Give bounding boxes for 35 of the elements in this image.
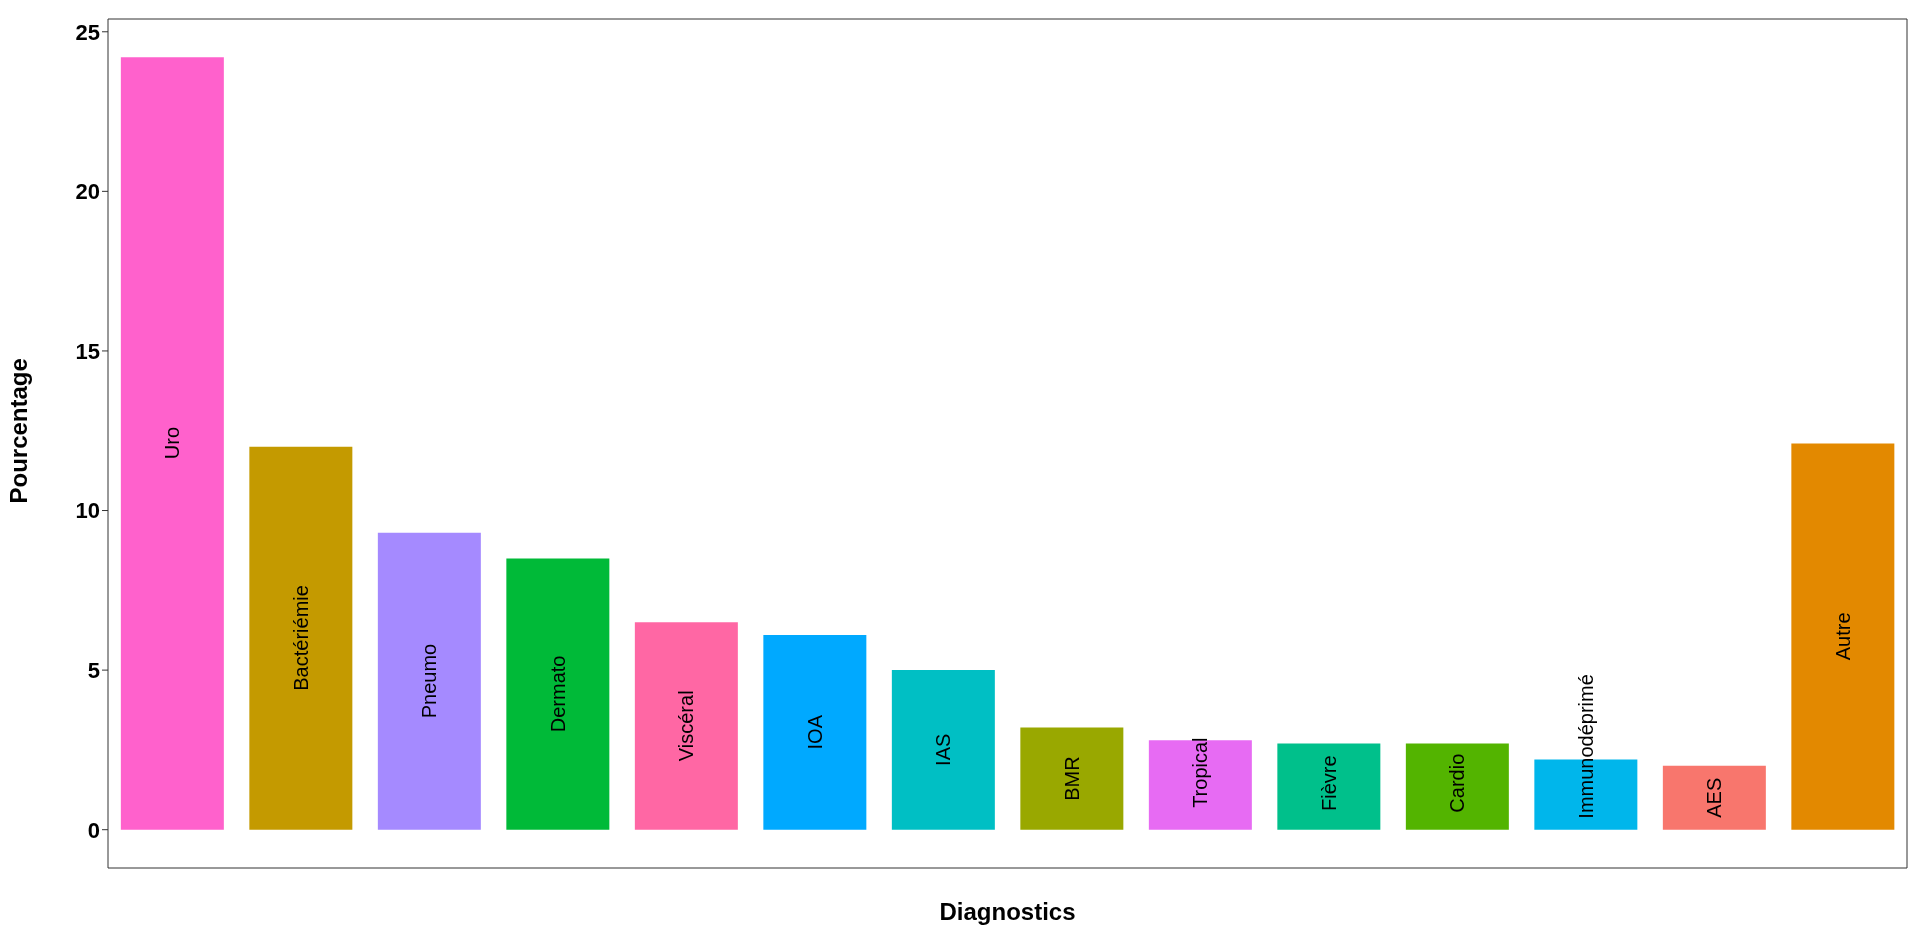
y-tick-label: 15 xyxy=(75,338,100,364)
y-tick-label: 5 xyxy=(87,657,100,683)
bar xyxy=(120,57,224,830)
x-tick-label: BMR xyxy=(1060,756,1083,801)
y-tick-label: 10 xyxy=(75,498,100,524)
bar xyxy=(506,558,610,830)
x-tick-label: Cardio xyxy=(1446,753,1469,813)
x-tick-label: Viscéral xyxy=(675,690,698,762)
bar xyxy=(634,622,738,830)
bar xyxy=(1791,443,1895,830)
x-tick-label: IAS xyxy=(932,733,955,766)
x-tick-label: Pneumo xyxy=(418,643,441,719)
x-tick-label: AES xyxy=(1703,777,1726,818)
bar xyxy=(891,670,995,830)
x-tick-label: IOA xyxy=(803,714,826,750)
bar xyxy=(1020,727,1124,830)
bar xyxy=(377,532,481,830)
bar xyxy=(1148,740,1252,830)
x-axis-title: Diagnostics xyxy=(939,898,1076,925)
x-tick-label: Uro xyxy=(161,426,184,460)
bar xyxy=(1662,765,1766,830)
y-axis-title: Pourcentage xyxy=(4,358,32,504)
bar xyxy=(249,446,353,830)
x-tick-label: Tropical xyxy=(1189,737,1212,808)
x-tick-label: Fièvre xyxy=(1317,755,1340,811)
x-tick-label: Bactériémie xyxy=(289,585,312,691)
x-tick-label: Autre xyxy=(1831,612,1854,661)
y-tick-label: 0 xyxy=(87,817,100,843)
y-tick-label: 25 xyxy=(75,19,100,45)
bar xyxy=(763,635,867,830)
y-tick-label: 20 xyxy=(75,179,100,205)
bar xyxy=(1277,743,1381,830)
x-tick-label: Immunodéprimé xyxy=(1574,674,1597,819)
x-tick-label: Dermato xyxy=(546,655,569,733)
bar xyxy=(1405,743,1509,830)
